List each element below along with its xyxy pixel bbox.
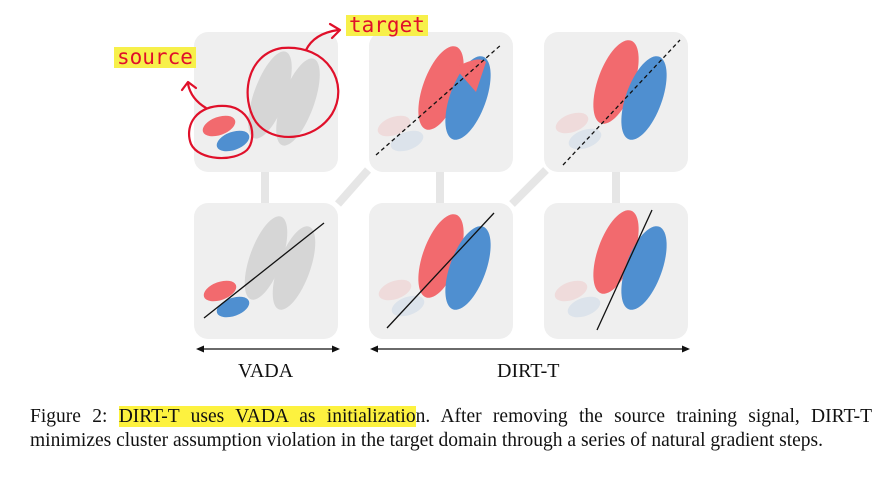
panel-connectors <box>261 167 620 207</box>
source-cluster-red-faded <box>378 279 412 301</box>
dirtt-arrowhead-right <box>682 345 690 353</box>
target-cluster-1 <box>244 216 288 300</box>
target-cluster-red <box>418 214 464 298</box>
source-cluster-blue-faded <box>568 128 602 150</box>
figure-caption: Figure 2: DIRT-T uses VADA as initializa… <box>30 405 872 453</box>
hand-annotations <box>180 22 342 160</box>
panel-top-middle <box>369 32 513 172</box>
target-cluster-2 <box>272 226 316 310</box>
panel-bottom-left <box>194 203 338 339</box>
target-cluster-red <box>418 46 464 130</box>
source-cluster-red <box>203 280 237 302</box>
figure-2: source target VADA DIRT-T <box>114 15 690 382</box>
caption-rest: n. After removing the source training si… <box>30 406 872 451</box>
source-cluster-red <box>202 115 236 137</box>
source-circle <box>188 104 254 160</box>
target-cluster-blue <box>621 226 667 310</box>
target-overlap-red <box>455 59 486 92</box>
source-annotation-label: source <box>114 47 196 68</box>
target-cluster-blue <box>445 226 491 310</box>
target-cluster-2 <box>276 58 320 146</box>
target-cluster-red <box>593 210 639 294</box>
panel-top-left <box>194 32 338 172</box>
target-cluster-blue <box>621 56 667 140</box>
vada-label: VADA <box>238 360 294 382</box>
caption-highlighted-text: DIRT-T uses VADA as initializatio <box>118 406 416 427</box>
dirtt-arrowhead-left <box>370 345 378 353</box>
source-cluster-blue-faded <box>567 296 601 318</box>
panel-bottom-middle <box>369 203 513 339</box>
decision-boundary-dashed <box>562 39 681 166</box>
connector-diag-right <box>509 167 549 207</box>
dirtt-label: DIRT-T <box>497 360 560 382</box>
vada-arrowhead-right <box>332 345 340 353</box>
target-annotation-label: target <box>346 15 428 36</box>
connector-diag-left <box>335 167 371 207</box>
source-cluster-red-faded <box>555 112 589 134</box>
source-cluster-blue <box>216 130 250 152</box>
range-arrows <box>196 345 690 353</box>
panel-top-right <box>544 32 688 172</box>
target-cluster-1 <box>248 51 292 139</box>
source-arrow <box>186 82 208 110</box>
target-circle <box>246 46 340 139</box>
target-arrowhead <box>328 22 342 40</box>
decision-boundary <box>203 222 325 319</box>
decision-boundary <box>386 212 495 329</box>
decision-boundary <box>596 209 653 331</box>
source-cluster-red-faded <box>554 280 588 302</box>
vada-arrowhead-left <box>196 345 204 353</box>
panel-bottom-right <box>544 203 688 339</box>
source-cluster-blue-faded <box>390 130 424 152</box>
target-cluster-red <box>593 40 639 124</box>
figure-diagram <box>180 22 690 353</box>
target-arrow <box>304 28 340 52</box>
source-arrowhead <box>180 80 198 92</box>
caption-prefix: Figure 2: <box>30 406 119 427</box>
